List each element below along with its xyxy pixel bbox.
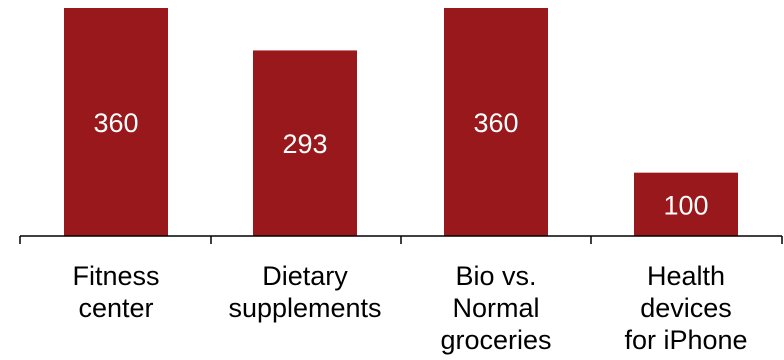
x-axis xyxy=(19,235,783,244)
category-label-2-line-2: supplements xyxy=(228,293,381,323)
bar-value-label-2: 293 xyxy=(282,129,327,159)
bar-2 xyxy=(253,50,357,236)
category-label-4-line-2: devices xyxy=(640,293,732,323)
category-label-2-line-1: Dietary xyxy=(262,261,348,291)
category-label-3-line-3: groceries xyxy=(440,325,551,355)
category-label-3-line-2: Normal xyxy=(452,293,539,323)
category-label-1-line-2: center xyxy=(78,293,153,323)
bars-layer: 360 293 360 100 xyxy=(64,8,738,236)
bar-value-label-3: 360 xyxy=(473,108,518,138)
bar-4 xyxy=(634,172,738,236)
bar-1 xyxy=(64,8,168,236)
category-label-4-line-1: Health xyxy=(647,261,725,291)
bar-value-label-4: 100 xyxy=(663,190,708,220)
category-label-3: Bio vs. Normal groceries xyxy=(440,261,551,355)
category-label-1: Fitness center xyxy=(72,261,159,323)
bar-3 xyxy=(444,8,548,236)
category-label-2: Dietary supplements xyxy=(228,261,381,323)
category-label-3-line-1: Bio vs. xyxy=(455,261,536,291)
category-labels: Fitness center Dietary supplements Bio vs. No… xyxy=(72,261,747,355)
category-label-1-line-1: Fitness xyxy=(72,261,159,291)
category-label-4-line-3: for iPhone xyxy=(624,325,747,355)
category-label-4: Health devices for iPhone xyxy=(624,261,747,355)
bar-value-label-1: 360 xyxy=(93,108,138,138)
